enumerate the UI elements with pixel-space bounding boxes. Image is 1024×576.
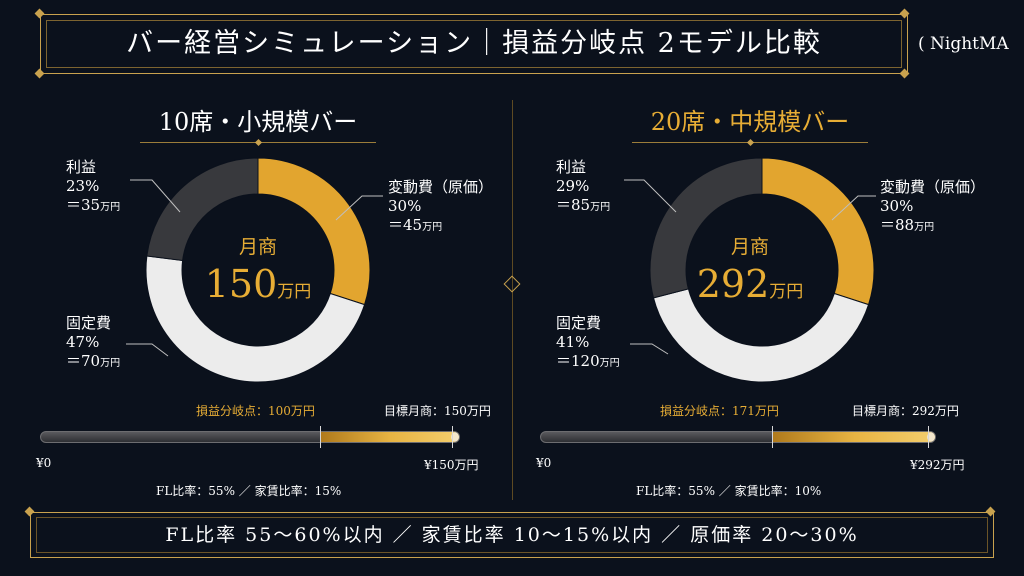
target-marker — [452, 426, 453, 448]
center-sales-unit: 万円 — [277, 282, 312, 302]
label-profit-unit: 万円 — [100, 202, 121, 213]
breakeven-progress-bar — [540, 431, 936, 443]
donut-slice-fixed-cost — [145, 255, 366, 383]
donut-slice-profit — [146, 157, 259, 262]
axis-start-label: ¥0 — [36, 456, 52, 470]
center-value-sales: 292万円 — [670, 262, 830, 306]
label-variable-amount: ＝88万円 — [880, 216, 985, 237]
label-variable-unit: 万円 — [914, 222, 935, 233]
axis-end-label: ¥150万円 — [424, 458, 479, 472]
label-fixed-amount: ＝70万円 — [66, 352, 120, 373]
label-profit-amount: ＝85万円 — [556, 196, 610, 217]
center-value-sales: 150万円 — [178, 262, 338, 306]
label-fixed-amount: ＝120万円 — [556, 352, 620, 373]
leader-line-profit — [624, 179, 677, 213]
leader-line-fixed — [126, 343, 169, 357]
footer-frame-inner — [36, 517, 988, 553]
breakeven-marker — [320, 426, 321, 448]
label-profit-unit: 万円 — [590, 202, 611, 213]
breakeven-label: 損益分岐点：171万円 — [660, 404, 779, 418]
label-fixed-unit: 万円 — [100, 358, 121, 369]
ratio-text: FL比率：55% ／ 家賃比率：15% — [156, 484, 342, 498]
label-fixed-cost: 固定費 47% ＝70万円 — [66, 314, 120, 373]
breakeven-label: 損益分岐点：100万円 — [196, 404, 315, 418]
panel-title-small-bar: 10席・小規模バー — [158, 108, 358, 136]
brand-watermark: ( NightMA — [918, 34, 1009, 54]
bar-fill-above-breakeven — [772, 432, 935, 442]
label-variable-pct: 30% — [388, 197, 422, 215]
label-profit: 利益 23% ＝35万円 — [66, 158, 120, 217]
label-fixed-pct: 47% — [66, 333, 100, 351]
label-fixed-name: 固定費 — [556, 314, 602, 332]
label-profit: 利益 29% ＝85万円 — [556, 158, 610, 217]
page-title: バー経営シミュレーション｜損益分岐点 2モデル比較 — [126, 28, 822, 59]
label-variable-name: 変動費（原価） — [388, 178, 494, 196]
bar-fill-above-breakeven — [321, 432, 459, 442]
center-sales-unit: 万円 — [769, 282, 804, 302]
label-variable-amount: ＝45万円 — [388, 216, 493, 237]
label-profit-amount: ＝35万円 — [66, 196, 120, 217]
center-sales-number: 292 — [696, 262, 770, 306]
leader-line-variable — [831, 195, 876, 221]
label-fixed-cost: 固定費 41% ＝120万円 — [556, 314, 620, 373]
donut-chart-medium-bar — [624, 157, 876, 383]
label-profit-name: 利益 — [66, 158, 97, 176]
label-fixed-value: ＝70 — [66, 352, 101, 370]
leader-line-variable — [335, 195, 383, 221]
label-profit-pct: 29% — [556, 177, 590, 195]
panel-divider — [512, 100, 513, 500]
label-profit-value: ＝35 — [66, 196, 101, 214]
center-label-sales: 月商 — [730, 236, 769, 258]
panel-title-medium-bar: 20席・中規模バー — [650, 108, 850, 136]
label-profit-name: 利益 — [556, 158, 587, 176]
breakeven-progress-bar — [40, 431, 460, 443]
donut-chart-small-bar — [126, 157, 383, 383]
footer-frame — [30, 512, 994, 558]
bar-end-cap — [451, 432, 459, 442]
leader-line-profit — [130, 179, 181, 213]
leader-line-fixed — [630, 343, 669, 355]
label-fixed-pct: 41% — [556, 333, 590, 351]
label-variable-cost: 変動費（原価） 30% ＝88万円 — [880, 178, 985, 237]
label-variable-value: ＝88 — [880, 216, 915, 234]
label-fixed-name: 固定費 — [66, 314, 112, 332]
donut-slice-profit — [649, 157, 763, 299]
title-frame-inner — [46, 20, 902, 68]
footer-guideline-text: FL比率 55〜60%以内 ／ 家賃比率 10〜15%以内 ／ 原価率 20〜3… — [165, 524, 859, 546]
label-variable-unit: 万円 — [422, 222, 443, 233]
axis-end-label: ¥292万円 — [910, 458, 965, 472]
label-fixed-value: ＝120 — [556, 352, 600, 370]
center-label-sales: 月商 — [238, 236, 277, 258]
ratio-text: FL比率：55% ／ 家賃比率：10% — [636, 484, 822, 498]
target-marker — [928, 426, 929, 448]
label-profit-pct: 23% — [66, 177, 100, 195]
target-label: 目標月商：292万円 — [852, 404, 959, 418]
label-fixed-unit: 万円 — [599, 358, 620, 369]
label-variable-name: 変動費（原価） — [880, 178, 986, 196]
donut-slice-fixed-cost — [652, 288, 870, 383]
label-variable-cost: 変動費（原価） 30% ＝45万円 — [388, 178, 493, 237]
bar-end-cap — [927, 432, 935, 442]
label-profit-value: ＝85 — [556, 196, 591, 214]
center-sales-number: 150 — [204, 262, 278, 306]
label-variable-value: ＝45 — [388, 216, 423, 234]
breakeven-marker — [771, 426, 773, 448]
title-frame — [40, 14, 908, 74]
axis-start-label: ¥0 — [536, 456, 552, 470]
target-label: 目標月商：150万円 — [384, 404, 491, 418]
label-variable-pct: 30% — [880, 197, 914, 215]
